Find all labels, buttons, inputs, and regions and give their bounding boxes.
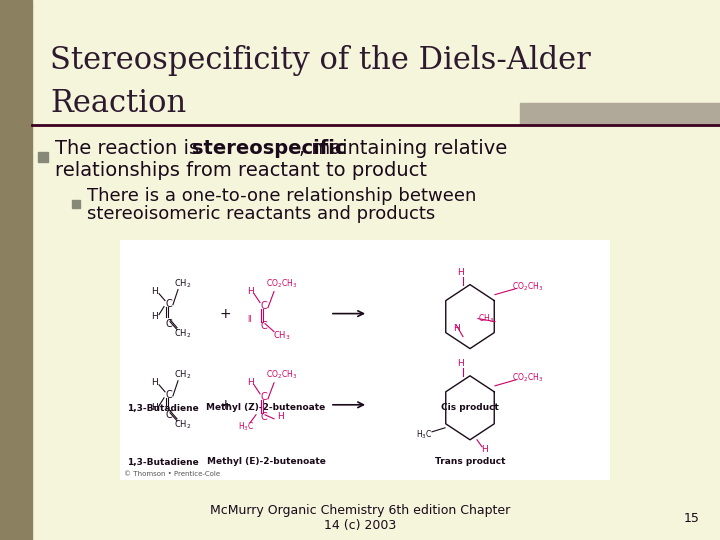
Text: C: C (166, 410, 172, 420)
Text: C: C (261, 321, 267, 330)
Text: stereoisomeric reactants and products: stereoisomeric reactants and products (87, 205, 436, 223)
Text: $\mathregular{CH_2}$: $\mathregular{CH_2}$ (174, 278, 192, 290)
Text: $\mathregular{CO_2CH_3}$: $\mathregular{CO_2CH_3}$ (266, 278, 297, 290)
Text: H: H (481, 446, 487, 454)
Text: Cis product: Cis product (441, 403, 499, 413)
Text: relationships from reactant to product: relationships from reactant to product (55, 161, 427, 180)
Text: +: + (219, 398, 231, 412)
Text: 1,3-Butadiene: 1,3-Butadiene (127, 457, 199, 467)
Text: $\mathregular{CH_2}$: $\mathregular{CH_2}$ (174, 368, 192, 381)
Text: , maintaining relative: , maintaining relative (299, 139, 508, 159)
Text: $\mathregular{H_3C}$: $\mathregular{H_3C}$ (238, 421, 254, 433)
Text: Stereospecificity of the Diels-Alder: Stereospecificity of the Diels-Alder (50, 44, 590, 76)
Text: H: H (276, 413, 284, 421)
Text: H: H (456, 359, 464, 368)
Text: 1,3-Butadiene: 1,3-Butadiene (127, 403, 199, 413)
Text: H: H (453, 324, 459, 333)
Text: $\mathregular{CO_2CH_3}$: $\mathregular{CO_2CH_3}$ (513, 280, 544, 293)
Bar (520, 103, 720, 125)
Bar (38, 152, 48, 162)
Text: $\mathregular{CH_3}$: $\mathregular{CH_3}$ (273, 329, 291, 342)
Text: C: C (261, 301, 267, 310)
Text: 15: 15 (684, 511, 700, 524)
Bar (72, 200, 80, 208)
Text: C: C (166, 299, 172, 308)
Text: © Thomson • Prentice-Cole: © Thomson • Prentice-Cole (124, 471, 220, 477)
Text: +: + (219, 307, 231, 321)
Text: H: H (456, 268, 464, 277)
Text: C: C (261, 412, 267, 422)
Text: H: H (152, 312, 158, 321)
Text: H: H (247, 287, 253, 296)
Text: Reaction: Reaction (50, 87, 186, 118)
Bar (120, 240, 610, 480)
Text: H: H (247, 379, 253, 387)
Text: C: C (166, 390, 172, 400)
Text: H: H (152, 403, 158, 413)
Text: Methyl (Z)-2-butenoate: Methyl (Z)-2-butenoate (207, 403, 325, 413)
Bar (0, 0, 32, 540)
Text: There is a one-to-one relationship between: There is a one-to-one relationship betwe… (87, 187, 477, 205)
Text: $\mathregular{CH_3}$: $\mathregular{CH_3}$ (478, 312, 494, 325)
Text: $\mathregular{CO_2CH_3}$: $\mathregular{CO_2CH_3}$ (266, 368, 297, 381)
Text: $\mathregular{CH_2}$: $\mathregular{CH_2}$ (174, 327, 192, 340)
Text: II: II (248, 315, 252, 324)
Text: C: C (261, 392, 267, 402)
Text: $\mathregular{H_3C}$: $\mathregular{H_3C}$ (416, 429, 432, 441)
Text: $\mathregular{CO_2CH_3}$: $\mathregular{CO_2CH_3}$ (513, 372, 544, 384)
Text: stereospecific: stereospecific (192, 139, 346, 159)
Text: The reaction is: The reaction is (55, 139, 205, 159)
Text: McMurry Organic Chemistry 6th edition Chapter
14 (c) 2003: McMurry Organic Chemistry 6th edition Ch… (210, 504, 510, 532)
Text: Methyl (E)-2-butenoate: Methyl (E)-2-butenoate (207, 457, 325, 467)
Text: H: H (152, 287, 158, 296)
Text: $\mathregular{CH_2}$: $\mathregular{CH_2}$ (174, 418, 192, 431)
Text: Trans product: Trans product (435, 457, 505, 467)
Text: H: H (152, 379, 158, 387)
Text: C: C (166, 319, 172, 329)
